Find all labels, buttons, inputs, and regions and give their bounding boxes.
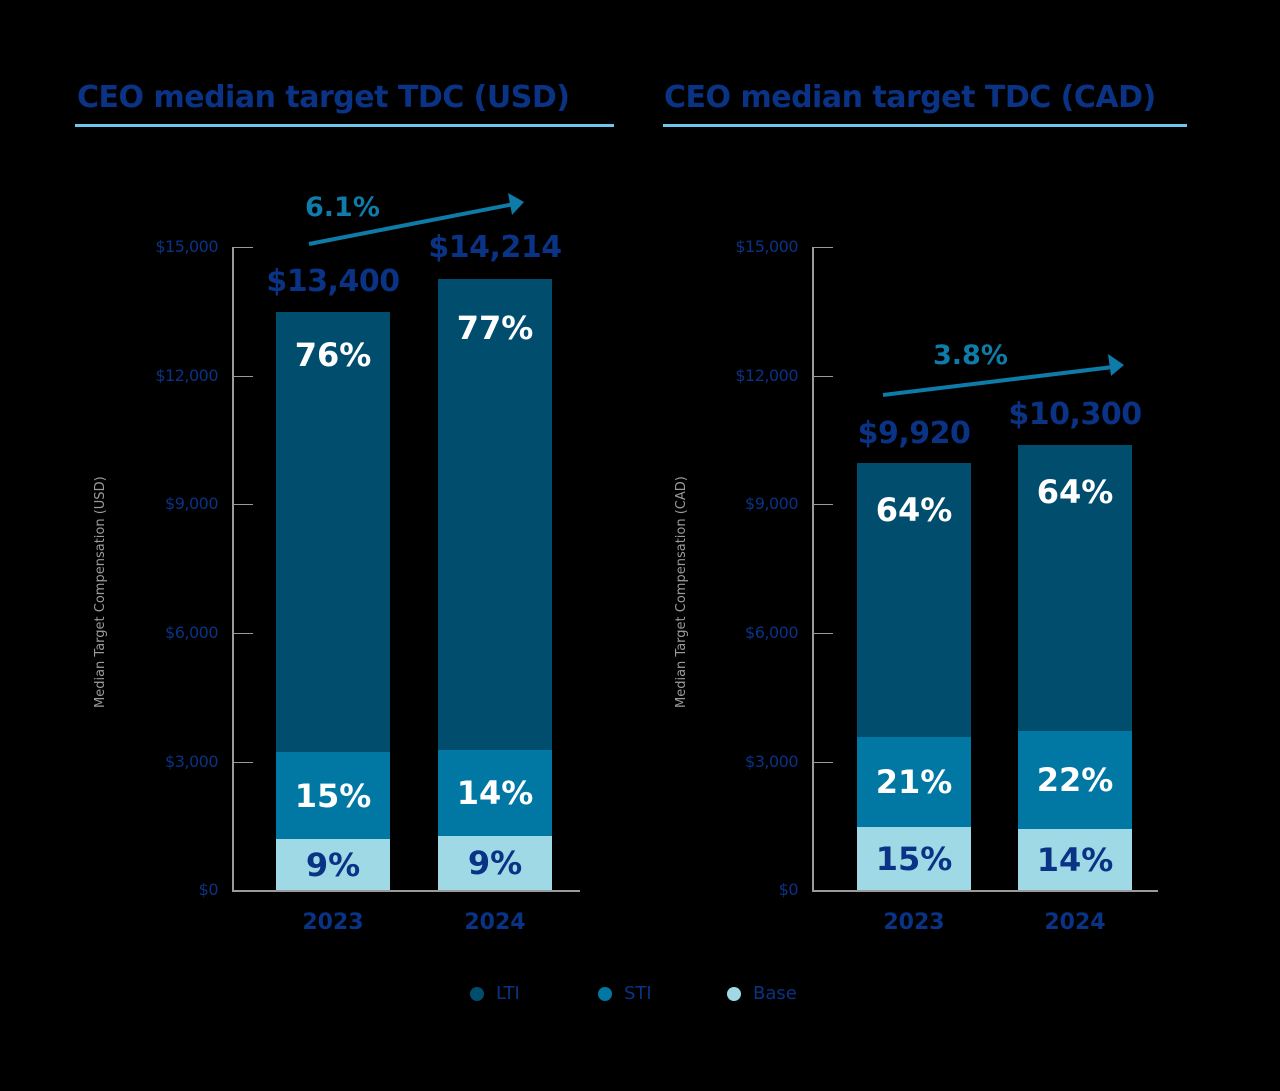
ytick-label: $15,000 [155, 237, 218, 256]
x-axis-usd [232, 890, 580, 892]
growth-label-cad: 3.8% [933, 340, 1008, 371]
tick-15000-usd [233, 247, 253, 248]
ytick-label: $3,000 [165, 752, 218, 771]
y-axis-usd [232, 247, 234, 892]
chart-title-usd: CEO median target TDC (USD) [77, 80, 570, 115]
legend-dot-icon [470, 986, 484, 1001]
title-rule-cad [663, 124, 1187, 127]
segment-pct-label: 77% [456, 309, 534, 347]
bar-total-label: $9,920 [857, 416, 971, 451]
title-rule-usd [75, 124, 614, 127]
segment-pct-label: 76% [294, 336, 372, 374]
bar-total-label: $10,300 [1008, 397, 1142, 432]
x-tick-label: 2024 [464, 910, 526, 935]
tick-6000-usd [233, 633, 253, 634]
ytick-label: $3,000 [745, 752, 798, 771]
legend-label: STI [624, 983, 652, 1004]
legend-dot-icon [598, 986, 612, 1001]
tick-12000-usd [233, 376, 253, 377]
legend-dot-icon [727, 986, 741, 1001]
ytick-label: $0 [778, 880, 799, 899]
chart-title-cad: CEO median target TDC (CAD) [664, 80, 1156, 115]
legend-item-base: Base [727, 983, 797, 1004]
bar-segment-lti: 64% [857, 463, 971, 737]
segment-pct-label: 15% [294, 776, 372, 815]
segment-pct-label: 21% [875, 763, 953, 801]
bar-total-label: $13,400 [266, 264, 400, 299]
tick-15000-cad [813, 247, 833, 248]
growth-label-usd: 6.1% [305, 192, 380, 223]
x-axis-cad [812, 890, 1158, 892]
ytick-label: $15,000 [735, 237, 798, 256]
y-axis-cad [812, 247, 814, 892]
bar-segment-base: 9% [276, 839, 390, 890]
tick-9000-cad [813, 504, 833, 505]
bar-total-label: $14,214 [428, 230, 562, 265]
segment-pct-label: 14% [1036, 840, 1114, 879]
bar-segment-lti: 77% [438, 279, 552, 750]
ytick-label: $6,000 [165, 623, 218, 642]
x-tick-label: 2023 [883, 910, 945, 935]
ytick-label: $6,000 [745, 623, 798, 642]
growth-arrow-icon [882, 354, 1124, 397]
legend-item-lti: LTI [470, 983, 520, 1004]
bar-segment-lti: 76% [276, 312, 390, 752]
bar-segment-lti: 64% [1018, 445, 1132, 731]
ytick-label: $9,000 [745, 494, 798, 513]
bar-segment-base: 9% [438, 836, 552, 890]
ytick-label: $12,000 [735, 366, 798, 385]
ytick-label: $0 [198, 880, 219, 899]
bar-segment-sti: 15% [276, 752, 390, 839]
segment-pct-label: 64% [1036, 473, 1114, 511]
tick-3000-usd [233, 762, 253, 763]
tick-6000-cad [813, 633, 833, 634]
bar-segment-sti: 21% [857, 737, 971, 827]
tick-3000-cad [813, 762, 833, 763]
x-tick-label: 2023 [302, 910, 364, 935]
ytick-label: $9,000 [165, 494, 218, 513]
segment-pct-label: 15% [875, 839, 953, 878]
legend-label: LTI [496, 983, 520, 1004]
x-tick-label: 2024 [1044, 910, 1106, 935]
bar-segment-base: 15% [857, 827, 971, 890]
y-axis-label-cad: Median Target Compensation (CAD) [674, 476, 689, 708]
segment-pct-label: 9% [467, 844, 523, 882]
ytick-label: $12,000 [155, 366, 218, 385]
legend-item-sti: STI [598, 983, 652, 1004]
segment-pct-label: 22% [1036, 761, 1114, 799]
segment-pct-label: 64% [875, 491, 953, 529]
segment-pct-label: 9% [305, 845, 361, 884]
growth-arrow-icon [308, 193, 524, 246]
segment-pct-label: 14% [456, 774, 534, 812]
tick-9000-usd [233, 504, 253, 505]
y-axis-label-usd: Median Target Compensation (USD) [93, 476, 108, 708]
legend-label: Base [753, 983, 797, 1004]
bar-segment-sti: 22% [1018, 731, 1132, 829]
tick-12000-cad [813, 376, 833, 377]
bar-segment-base: 14% [1018, 829, 1132, 890]
bar-segment-sti: 14% [438, 750, 552, 836]
